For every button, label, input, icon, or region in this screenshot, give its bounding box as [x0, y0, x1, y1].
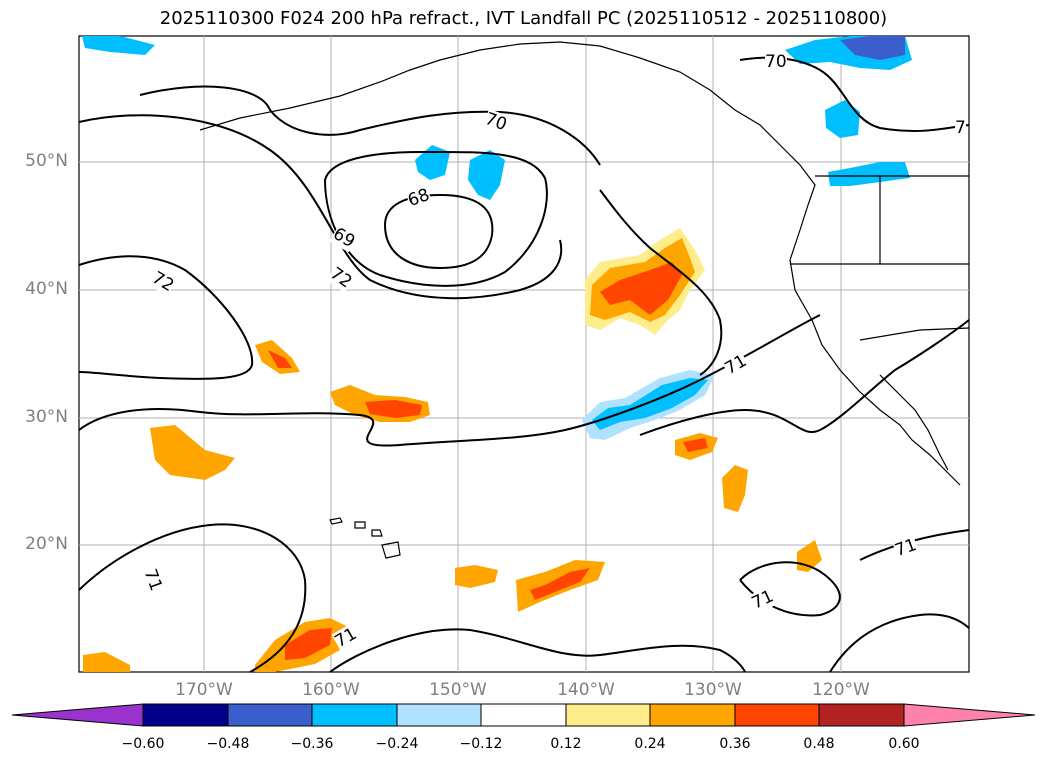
colorbar-extend-low	[11, 703, 144, 727]
colorbar-tick: 0.60	[888, 736, 920, 752]
colorbar-tick: −0.24	[375, 736, 419, 752]
cool-blob-low-center	[468, 150, 505, 200]
lat-label-40n: 40°N	[25, 279, 68, 299]
colorbar-tick: 0.24	[634, 736, 666, 752]
lon-label-150w: 150°W	[429, 680, 487, 700]
contour-69	[323, 150, 548, 287]
cool-blob-north-1-dark	[840, 36, 905, 60]
contour-label: 7	[955, 118, 966, 138]
map-frame	[78, 35, 970, 673]
colorbar-segment-1	[142, 703, 229, 727]
cool-blob-north-2	[825, 100, 860, 138]
hawaii-2	[354, 521, 366, 529]
warm-blob-central-red	[365, 400, 422, 418]
lon-label-120w: 120°W	[812, 680, 870, 700]
colorbar-segment-9	[818, 703, 905, 727]
contour-lower-ridge	[599, 189, 723, 376]
warm-blob-south-center-red	[530, 568, 590, 600]
hawaii-3	[371, 529, 383, 537]
contours	[78, 56, 970, 673]
colorbar	[11, 703, 1036, 727]
cool-blob-coast	[828, 162, 910, 186]
colorbar-tick: −0.60	[121, 736, 165, 752]
lon-label-160w: 160°W	[302, 680, 360, 700]
colorbar-segment-6	[565, 703, 651, 727]
warm-blob-southeast	[722, 465, 748, 512]
cool-blob-nw	[82, 36, 155, 55]
warm-blob-hawaii-east	[455, 565, 498, 588]
contour-70	[139, 85, 601, 166]
lon-label-170w: 170°W	[175, 680, 233, 700]
lat-label-30n: 30°N	[25, 407, 68, 427]
contour-71-main	[78, 314, 821, 447]
colorbar-segment-8	[734, 703, 820, 727]
baja-coast	[879, 374, 949, 471]
coastlines	[199, 41, 970, 559]
hawaii-4	[381, 541, 401, 559]
map-title: 2025110300 F024 200 hPa refract., IVT La…	[159, 8, 888, 29]
colorbar-tick: 0.36	[719, 736, 751, 752]
contour-71-east	[639, 319, 970, 436]
colorbar-segment-3	[311, 703, 398, 727]
contour-71-se-2	[829, 613, 970, 673]
warm-blob-southwest	[150, 425, 235, 480]
lon-label-140w: 140°W	[557, 680, 615, 700]
colorbar-tick: −0.36	[290, 736, 334, 752]
warm-blob-main-red	[600, 262, 682, 315]
alaska-coast	[199, 41, 816, 206]
colorbar-segment-4	[396, 703, 482, 727]
ivt-shading	[82, 36, 912, 672]
colorbar-tick: 0.12	[550, 736, 582, 752]
cool-blob-low-left	[415, 145, 450, 180]
contour-label: 70	[765, 52, 787, 72]
lat-label-50n: 50°N	[25, 151, 68, 171]
warm-blob-west-red	[268, 350, 292, 368]
colorbar-tick: −0.12	[459, 736, 503, 752]
contour-72-inner	[78, 114, 563, 300]
mexico-border-line	[859, 327, 970, 341]
colorbar-extend-high	[903, 703, 1036, 727]
warm-blob-far-sw	[83, 652, 130, 672]
contour-71-south	[78, 523, 307, 673]
colorbar-segment-2	[227, 703, 313, 727]
contour-71-south-east	[739, 561, 841, 617]
colorbar-segment-5	[480, 703, 567, 727]
north-america-coast	[789, 204, 961, 486]
hawaii-1	[329, 517, 343, 525]
warm-blob-south-west-red	[285, 628, 332, 660]
lon-label-130w: 130°W	[684, 680, 742, 700]
contour-72-west	[78, 255, 254, 380]
colorbar-tick: 0.48	[803, 736, 835, 752]
lat-label-20n: 20°N	[25, 534, 68, 554]
colorbar-segment-7	[649, 703, 736, 727]
warm-blob-east-red	[683, 438, 708, 452]
colorbar-tick: −0.48	[206, 736, 250, 752]
contour-71-south-mid	[329, 628, 746, 673]
